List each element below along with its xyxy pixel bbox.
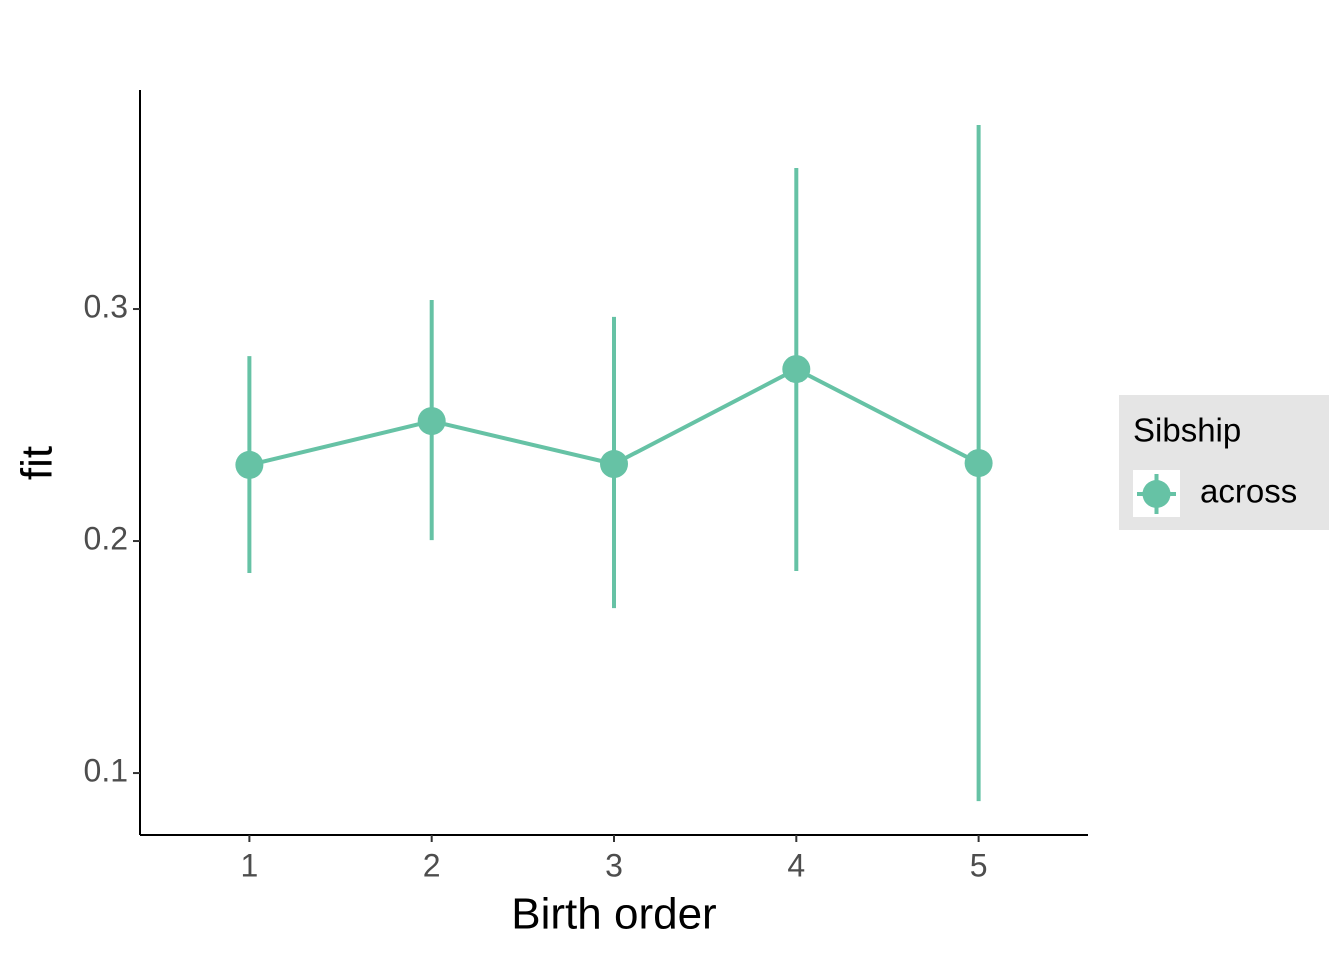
x-tick-label: 5 xyxy=(970,847,988,883)
point xyxy=(417,407,446,436)
y-tick-label: 0.3 xyxy=(84,288,128,324)
x-tick-label: 3 xyxy=(605,847,623,883)
point xyxy=(235,450,264,479)
point xyxy=(964,449,993,478)
legend-title: Sibship xyxy=(1133,412,1241,449)
y-tick-label: 0.2 xyxy=(84,520,128,556)
x-tick-label: 2 xyxy=(423,847,441,883)
x-axis-title: Birth order xyxy=(511,890,716,939)
x-tick-label: 4 xyxy=(787,847,805,883)
x-tick-label: 1 xyxy=(240,847,258,883)
point xyxy=(782,355,811,384)
point xyxy=(600,450,628,479)
y-axis-title: fit xyxy=(13,446,62,480)
legend-label: across xyxy=(1200,473,1297,510)
legend-key-point xyxy=(1142,480,1171,508)
y-tick-label: 0.1 xyxy=(84,753,128,789)
